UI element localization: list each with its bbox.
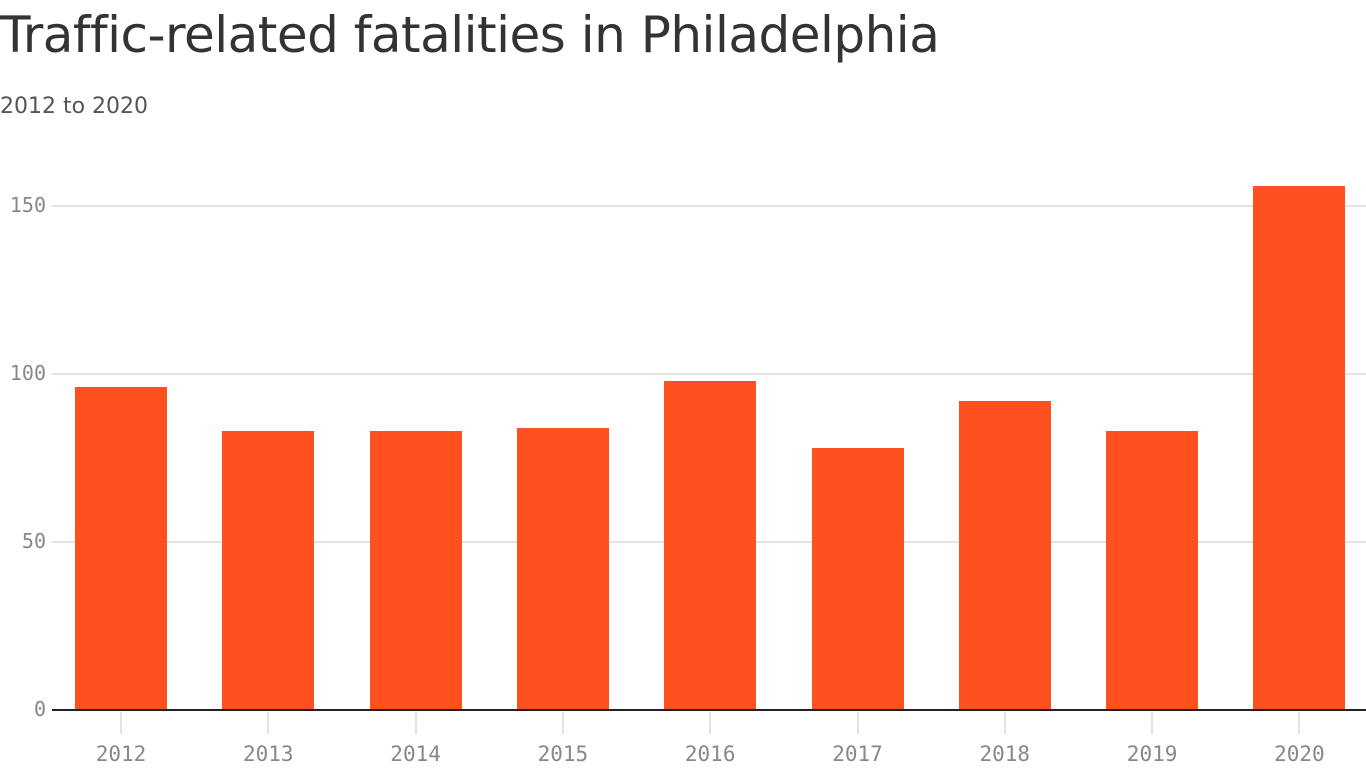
bar-2014 [369, 431, 462, 710]
x-tick-label: 2012 [95, 742, 147, 766]
bar-2018 [958, 400, 1051, 710]
bar-2012 [75, 387, 167, 710]
bar-2020 [1253, 185, 1346, 710]
x-tick-mark [561, 712, 564, 734]
x-tick-label: 2018 [979, 742, 1031, 766]
x-tick-mark [120, 712, 122, 734]
x-tick-label: 2017 [832, 742, 883, 766]
y-tick-label: 0 [33, 697, 46, 721]
gridline [52, 205, 1366, 207]
x-tick-mark [1151, 712, 1154, 734]
bar-2019 [1106, 431, 1199, 710]
x-tick-mark [267, 712, 270, 734]
gridline [52, 373, 1366, 375]
x-tick-mark [709, 712, 712, 734]
x-tick-mark [414, 712, 417, 734]
x-tick-label: 2013 [243, 742, 294, 766]
y-tick-label: 50 [21, 529, 46, 553]
x-tick-label: 2020 [1274, 742, 1325, 766]
chart-title: Traffic-related fatalities in Philadelph… [0, 6, 940, 64]
x-tick-mark [1298, 712, 1301, 734]
bar-2016 [664, 380, 757, 710]
y-tick-label: 100 [9, 361, 46, 385]
x-tick-label: 2015 [537, 742, 589, 766]
chart-subtitle: 2012 to 2020 [0, 94, 149, 119]
x-tick-mark [1003, 712, 1006, 734]
x-axis-baseline [52, 709, 1366, 711]
y-tick-label: 150 [9, 193, 46, 217]
x-tick-label: 2014 [390, 742, 441, 766]
x-tick-label: 2016 [684, 742, 736, 766]
bar-2013 [222, 431, 315, 710]
bar-2017 [811, 447, 904, 710]
bar-2015 [516, 427, 609, 710]
x-tick-label: 2019 [1126, 742, 1178, 766]
x-tick-mark [856, 712, 859, 734]
